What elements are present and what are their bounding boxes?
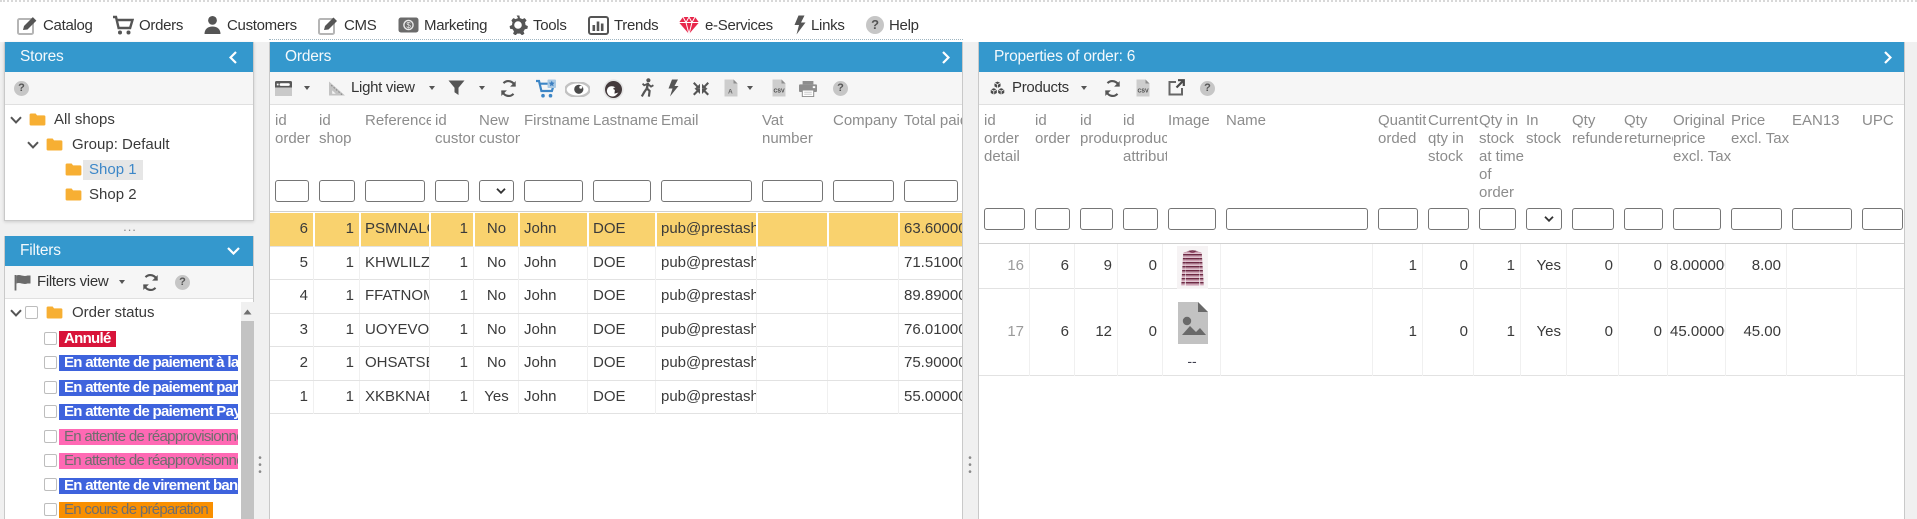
svg-text:A: A <box>728 89 733 96</box>
svg-text:CSV: CSV <box>773 89 784 95</box>
svg-text:$: $ <box>406 21 411 30</box>
svg-text:CSV: CSV <box>1137 89 1148 95</box>
